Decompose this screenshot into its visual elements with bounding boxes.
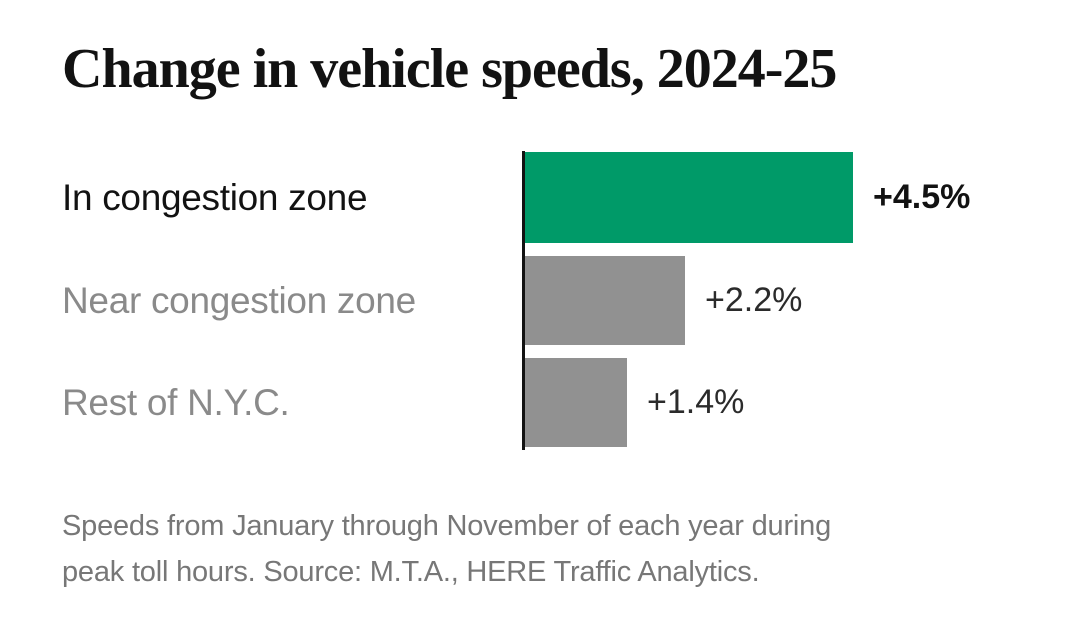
footnote-line2: peak toll hours. Source: M.T.A., HERE Tr… (62, 556, 760, 588)
chart-footnote: Speeds from January through November of … (62, 503, 831, 595)
bar (525, 256, 685, 345)
value-label: +1.4% (647, 383, 745, 421)
footnote-line1: Speeds from January through November of … (62, 510, 832, 542)
category-label: In congestion zone (62, 176, 368, 218)
value-label: +2.2% (705, 281, 803, 319)
bar (525, 152, 853, 243)
bar (525, 358, 627, 447)
bar-chart: In congestion zone +4.5% Near congestion z… (0, 151, 1080, 450)
category-label: Rest of N.Y.C. (62, 381, 290, 423)
chart-title: Change in vehicle speeds, 2024-25 (62, 38, 837, 100)
y-axis-line (522, 151, 525, 450)
value-label: +4.5% (873, 178, 971, 216)
category-label: Near congestion zone (62, 279, 416, 321)
